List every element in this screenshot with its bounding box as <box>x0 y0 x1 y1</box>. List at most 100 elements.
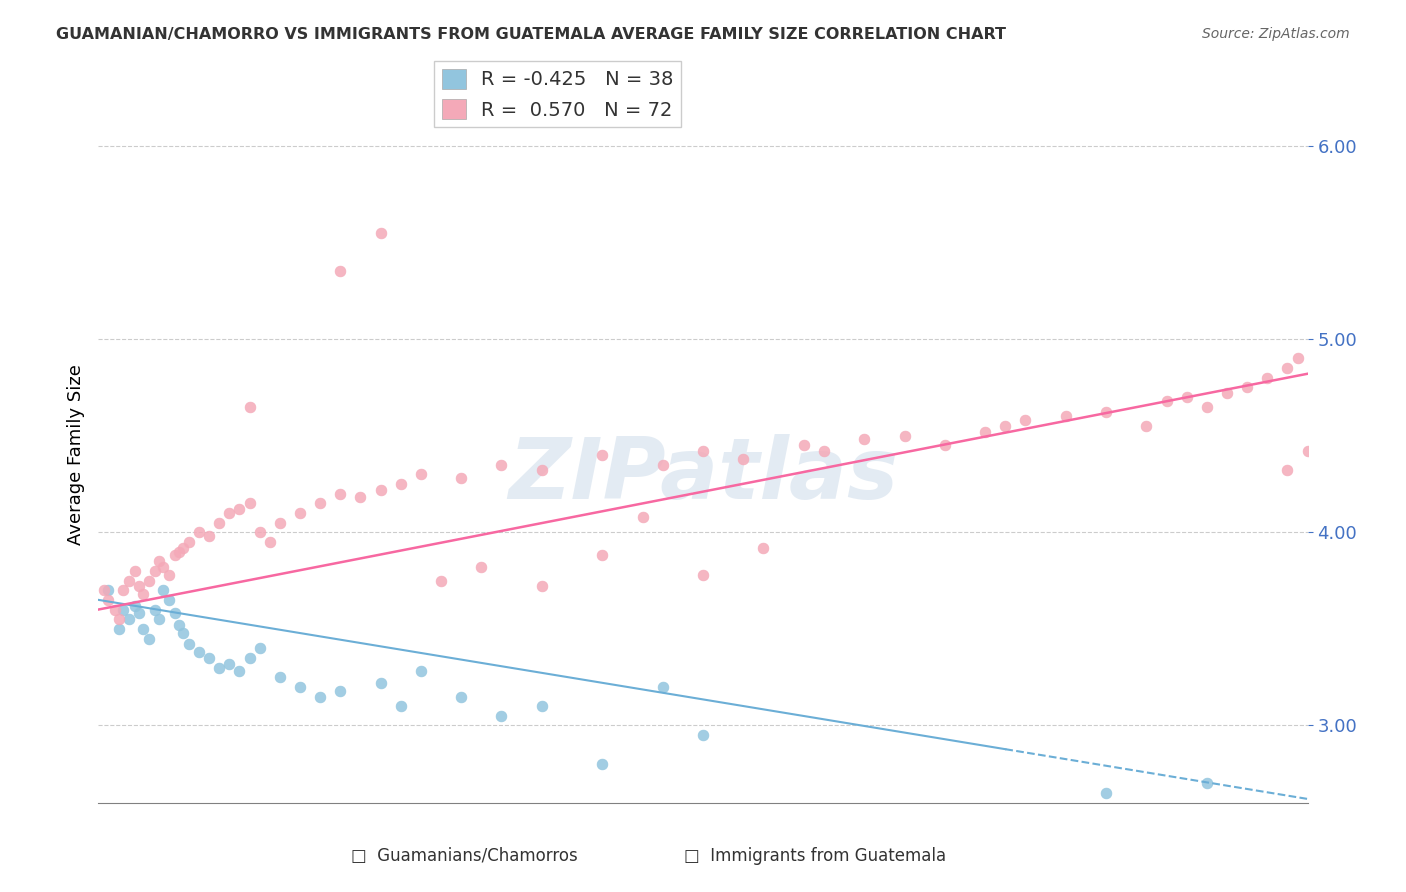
Point <box>1175 390 1198 404</box>
Point <box>124 599 146 613</box>
Point <box>172 541 194 555</box>
Point <box>1277 361 1299 376</box>
Point <box>132 587 155 601</box>
Point <box>651 458 673 472</box>
Point <box>179 534 201 549</box>
Point <box>370 676 392 690</box>
Point <box>107 612 129 626</box>
Point <box>1014 413 1036 427</box>
Point <box>138 574 160 588</box>
Point <box>692 567 714 582</box>
Point <box>208 516 231 530</box>
Point <box>148 554 170 568</box>
Point <box>288 680 311 694</box>
Point <box>591 757 613 772</box>
Point <box>733 451 755 466</box>
Point <box>107 622 129 636</box>
Point <box>269 516 291 530</box>
Point <box>239 496 262 510</box>
Point <box>1277 463 1299 477</box>
Point <box>329 683 352 698</box>
Point <box>111 602 134 616</box>
Point <box>128 607 150 621</box>
Point <box>218 657 240 671</box>
Point <box>530 699 553 714</box>
Point <box>97 583 120 598</box>
Point <box>1286 351 1309 366</box>
Point <box>1195 400 1218 414</box>
Point <box>143 564 166 578</box>
Point <box>591 549 613 563</box>
Point <box>309 496 332 510</box>
Point <box>239 400 262 414</box>
Point <box>409 467 432 482</box>
Legend: R = -0.425   N = 38, R =  0.570   N = 72: R = -0.425 N = 38, R = 0.570 N = 72 <box>434 61 682 128</box>
Point <box>934 438 956 452</box>
Point <box>692 728 714 742</box>
Point <box>1156 393 1178 408</box>
Point <box>309 690 332 704</box>
Point <box>430 574 453 588</box>
Point <box>994 419 1017 434</box>
Point <box>530 463 553 477</box>
Point <box>157 567 180 582</box>
Point <box>288 506 311 520</box>
Point <box>143 602 166 616</box>
Point <box>97 592 120 607</box>
Point <box>370 483 392 497</box>
Point <box>1135 419 1157 434</box>
Point <box>249 525 271 540</box>
Point <box>138 632 160 646</box>
Point <box>491 458 513 472</box>
Point <box>103 602 125 616</box>
Point <box>329 486 352 500</box>
Text: □  Guamanians/Chamorros: □ Guamanians/Chamorros <box>350 847 578 865</box>
Point <box>409 665 432 679</box>
Point <box>152 583 174 598</box>
Point <box>259 534 281 549</box>
Point <box>1296 444 1319 458</box>
Point <box>1236 380 1258 394</box>
Point <box>179 637 201 651</box>
Point <box>1095 786 1118 800</box>
Point <box>651 680 673 694</box>
Point <box>148 612 170 626</box>
Point <box>172 625 194 640</box>
Point <box>152 560 174 574</box>
Point <box>591 448 613 462</box>
Point <box>132 622 155 636</box>
Point <box>198 651 221 665</box>
Point <box>249 641 271 656</box>
Point <box>349 491 371 505</box>
Point <box>853 433 876 447</box>
Point <box>389 476 412 491</box>
Point <box>893 428 915 442</box>
Point <box>974 425 997 439</box>
Point <box>370 226 392 240</box>
Point <box>692 444 714 458</box>
Point <box>228 665 250 679</box>
Point <box>1054 409 1077 424</box>
Point <box>752 541 775 555</box>
Point <box>813 444 835 458</box>
Point <box>167 618 190 632</box>
Text: GUAMANIAN/CHAMORRO VS IMMIGRANTS FROM GUATEMALA AVERAGE FAMILY SIZE CORRELATION : GUAMANIAN/CHAMORRO VS IMMIGRANTS FROM GU… <box>56 27 1007 42</box>
Point <box>631 509 654 524</box>
Point <box>124 564 146 578</box>
Point <box>329 264 352 278</box>
Point <box>1195 776 1218 790</box>
Text: □  Immigrants from Guatemala: □ Immigrants from Guatemala <box>685 847 946 865</box>
Point <box>167 544 190 558</box>
Point <box>208 660 231 674</box>
Point <box>128 579 150 593</box>
Point <box>163 549 186 563</box>
Point <box>163 607 186 621</box>
Point <box>1256 370 1278 384</box>
Point <box>793 438 815 452</box>
Point <box>450 690 472 704</box>
Point <box>1216 386 1239 401</box>
Text: ZIPatlas: ZIPatlas <box>508 434 898 517</box>
Point <box>198 529 221 543</box>
Point <box>450 471 472 485</box>
Y-axis label: Average Family Size: Average Family Size <box>66 365 84 545</box>
